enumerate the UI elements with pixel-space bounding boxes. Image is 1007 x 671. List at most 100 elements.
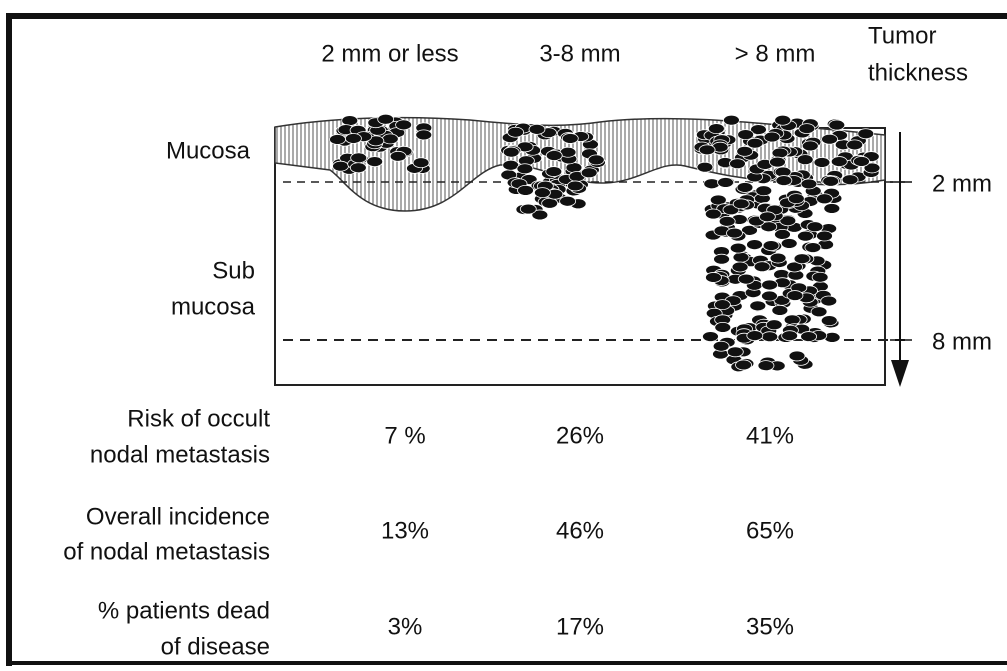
tumor-cell — [758, 211, 776, 223]
row-label: of disease — [161, 633, 270, 660]
tumor-cell — [746, 330, 764, 342]
tumor-cell — [709, 194, 727, 206]
tumor-cell — [798, 123, 816, 135]
tumor-cell — [763, 131, 781, 143]
axis-label: thickness — [868, 59, 968, 86]
tumor-cell — [737, 129, 755, 141]
tumor-cell — [780, 238, 798, 249]
cell-value: 7 % — [384, 422, 425, 449]
tumor-cell — [816, 230, 833, 242]
tumor-cell — [705, 272, 722, 283]
tumor-cell — [332, 160, 349, 172]
tumor-cell — [587, 154, 605, 166]
tumor-cell — [788, 350, 806, 362]
tumor-cells — [329, 113, 881, 373]
row-label: of nodal metastasis — [63, 538, 270, 565]
row-label: nodal metastasis — [90, 441, 270, 468]
frame — [6, 13, 1007, 666]
tumor-cell — [713, 253, 730, 265]
tumor-cell — [732, 198, 750, 210]
tumor-cell — [801, 140, 819, 152]
tumor-cell — [702, 331, 719, 342]
tumor-cell — [735, 359, 752, 371]
tumor-cell — [810, 306, 828, 318]
column-header: 2 mm or less — [321, 40, 458, 67]
tumor-cell — [757, 360, 775, 372]
tumor-cell — [580, 167, 598, 179]
tumor-cell — [753, 261, 771, 273]
tumor-cell — [561, 133, 579, 144]
tumor-cell — [820, 295, 838, 307]
layer-label: Sub — [212, 257, 255, 284]
tumor-cell — [746, 239, 763, 251]
tumor-cell — [395, 119, 412, 131]
arrow-head — [891, 360, 909, 387]
tumor-cell — [704, 208, 722, 220]
tumor-cell — [781, 330, 799, 342]
tumor-cell — [783, 314, 801, 326]
tumor-cell — [349, 162, 367, 174]
tumor-cell — [823, 203, 841, 214]
layer-label: mucosa — [171, 293, 256, 320]
tumor-cell — [774, 229, 791, 240]
cell-value: 3% — [388, 613, 423, 640]
tumor-cell — [787, 193, 805, 205]
tumor-cell — [723, 114, 740, 126]
tumor-cell — [750, 124, 767, 135]
tumor-cell — [797, 230, 814, 242]
tumor-cell — [534, 187, 551, 199]
tumor-cell — [712, 340, 730, 352]
row-label: Overall incidence — [86, 503, 270, 530]
row-label: Risk of occult — [127, 405, 270, 432]
tumor-cell — [863, 162, 881, 174]
tumor-cell — [800, 331, 818, 342]
tumor-cell — [769, 252, 787, 264]
tumor-cell — [412, 157, 430, 169]
tumor-cell — [816, 193, 833, 205]
cell-value: 35% — [746, 613, 794, 640]
tumor-cell — [559, 195, 577, 207]
column-header: 3-8 mm — [539, 40, 620, 67]
tumor-cell — [769, 156, 786, 168]
tumor-cell — [761, 331, 779, 343]
tumor-cell — [736, 145, 754, 157]
tumor-cell — [732, 251, 750, 263]
cell-value: 13% — [381, 517, 429, 544]
tumor-cell — [749, 300, 767, 312]
tumor-cell — [828, 119, 846, 131]
tumor-cell — [541, 197, 559, 209]
tumor-cell — [696, 161, 714, 173]
tumor-cell — [519, 203, 537, 215]
tumor-cell — [761, 290, 778, 302]
tumor-cell — [779, 215, 797, 227]
tumor-cell — [762, 240, 780, 251]
tumor-cell — [841, 174, 859, 186]
tumor-cell — [507, 126, 525, 138]
tumor-cell — [806, 221, 824, 233]
tumor-cell — [821, 133, 838, 145]
tumor-cell — [786, 290, 804, 301]
tumor-cell — [830, 156, 848, 167]
tumor-cell — [746, 137, 764, 149]
tumor-cell — [545, 166, 563, 177]
tumor-cell — [707, 123, 725, 135]
cell-value: 46% — [556, 517, 604, 544]
tumor-cell — [771, 147, 789, 159]
tumor-cell — [755, 185, 773, 197]
row-label: % patients dead — [98, 597, 270, 624]
tumor-cell — [771, 304, 789, 316]
tumor-cell — [846, 139, 864, 151]
tumor-cell — [366, 156, 384, 167]
tumor-cell — [736, 182, 754, 193]
tumor-cell — [350, 152, 368, 164]
tumor-cell — [796, 154, 814, 166]
tumor-cell — [786, 261, 803, 273]
tumor-cell — [698, 144, 716, 156]
tumor-cell — [377, 113, 395, 125]
cell-value: 26% — [556, 422, 604, 449]
tumor-cell — [793, 253, 811, 265]
tumor-cell — [718, 215, 736, 227]
tumor-cell — [857, 128, 875, 140]
